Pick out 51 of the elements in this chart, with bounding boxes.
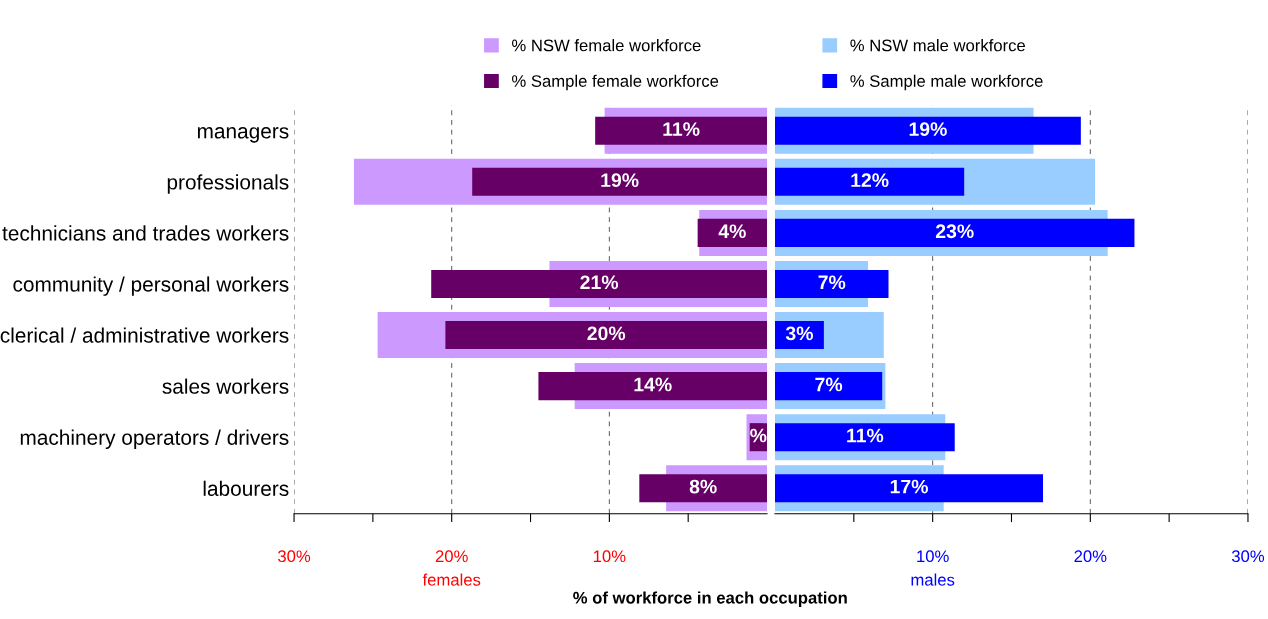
- y-tick-label: labourers: [203, 480, 289, 496]
- legend-label: % Sample female workforce: [512, 74, 719, 91]
- data-label: 23%: [935, 224, 974, 239]
- data-label: 12%: [851, 173, 889, 188]
- y-tick-label: professionals: [167, 174, 289, 194]
- data-label: 14%: [634, 377, 672, 392]
- data-label: 3%: [785, 326, 813, 341]
- bar: [595, 116, 768, 145]
- bar: [775, 372, 883, 401]
- bar: [775, 423, 955, 452]
- y-tick-label: technicians and trades workers: [2, 225, 289, 241]
- bar: [775, 269, 889, 299]
- x-tick-label: 20%: [435, 550, 468, 563]
- y-tick-label: machinery operators / drivers: [20, 429, 289, 450]
- legend-label: % NSW male workforce: [850, 39, 1025, 52]
- x-tick-label: 30%: [278, 550, 311, 563]
- x-tick-label: 10%: [917, 550, 949, 563]
- bar: [639, 474, 768, 503]
- x-tick-label: 10%: [593, 550, 626, 563]
- text: males: [911, 573, 955, 586]
- text: females: [422, 573, 481, 586]
- data-label: 19%: [601, 173, 639, 188]
- data-label: %: [750, 428, 767, 443]
- data-label: 17%: [890, 479, 928, 494]
- y-tick-label: clerical / administrative workers: [0, 327, 289, 343]
- data-label: 21%: [580, 275, 619, 290]
- bar: [775, 116, 1081, 145]
- bar: [472, 167, 768, 196]
- data-label: 7%: [815, 377, 843, 392]
- bar: [775, 474, 1044, 503]
- x-tick-label: 30%: [1231, 550, 1265, 563]
- data-label: 19%: [909, 122, 947, 136]
- data-label: 4%: [718, 224, 746, 239]
- data-label: 11%: [847, 428, 884, 443]
- data-label: 20%: [587, 326, 626, 341]
- bar: [775, 167, 965, 196]
- bar: [775, 218, 1135, 247]
- x-axis-title: % of workforce in each occupation: [573, 591, 847, 607]
- data-label: 8%: [689, 479, 717, 494]
- bar: [538, 372, 768, 401]
- x-tick-label: 20%: [1074, 550, 1107, 563]
- y-tick-label: managers: [197, 127, 289, 143]
- legend-label: % Sample male workforce: [850, 74, 1043, 91]
- y-tick-label: community / personal workers: [13, 276, 289, 296]
- legend-label: % NSW female workforce: [512, 39, 701, 52]
- data-label: 7%: [818, 275, 846, 290]
- bar: [697, 218, 768, 247]
- bar: [445, 320, 768, 350]
- data-label: 11%: [663, 122, 700, 136]
- bar: [431, 269, 768, 299]
- y-tick-label: sales workers: [162, 378, 289, 394]
